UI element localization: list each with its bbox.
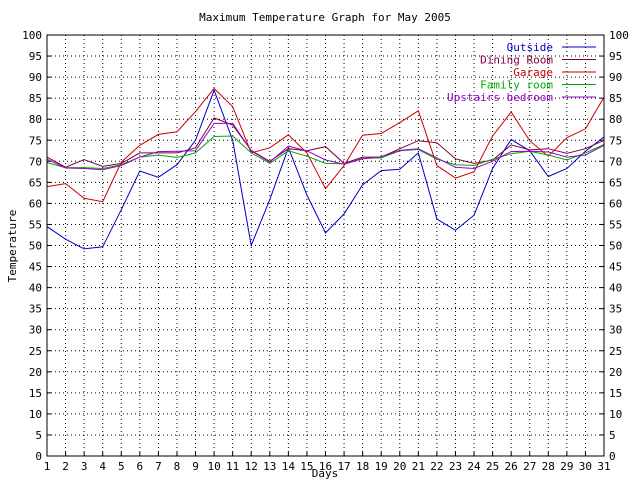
legend-label: Upstairs bedroom [447, 91, 553, 104]
y-tick-label: 55 [29, 218, 42, 231]
x-tick-label: 31 [597, 460, 610, 473]
x-tick-label: 29 [560, 460, 573, 473]
y-tick-label: 30 [29, 324, 42, 337]
y-tick-label: 15 [29, 387, 42, 400]
chart-title: Maximum Temperature Graph for May 2005 [199, 11, 451, 24]
y-tick-labels-right: 0 5 10 15 20 25 30 35 40 45 50 55 60 65 70 75 80 85 90 95 10… [609, 29, 629, 463]
x-tick-label: 20 [393, 460, 406, 473]
y-tick-label: 5 [35, 429, 42, 442]
y-tick-label: 95 [29, 50, 42, 63]
y-axis-label: Temperature [6, 210, 19, 283]
legend-label: Garage [513, 66, 553, 79]
legend-label: Outside [507, 41, 553, 54]
y-tick-label: 75 [609, 134, 622, 147]
x-tick-label: 16 [319, 460, 332, 473]
x-tick-label: 1 [44, 460, 51, 473]
series-line-upstairs-bedroom [46, 122, 605, 171]
y-tick-label: 65 [609, 176, 622, 189]
y-tick-label: 60 [609, 197, 622, 210]
y-tick-label: 80 [29, 113, 42, 126]
y-tick-label: 35 [29, 303, 42, 316]
legend-label: Family room [480, 79, 553, 92]
y-tick-label: 0 [35, 450, 42, 463]
y-tick-label: 0 [609, 450, 616, 463]
y-tick-label: 15 [609, 387, 622, 400]
x-tick-label: 14 [282, 460, 296, 473]
series-line-outside [46, 88, 605, 250]
y-tick-label: 5 [609, 429, 616, 442]
x-tick-label: 9 [192, 460, 199, 473]
y-tick-label: 90 [29, 71, 42, 84]
y-tick-label: 80 [609, 113, 622, 126]
y-tick-label: 30 [609, 324, 622, 337]
x-tick-label: 21 [412, 460, 425, 473]
x-tick-label: 8 [174, 460, 181, 473]
x-tick-label: 4 [99, 460, 106, 473]
y-tick-label: 25 [29, 345, 42, 358]
x-tick-label: 12 [245, 460, 258, 473]
series-line-dining-room [46, 117, 605, 168]
x-tick-label: 28 [542, 460, 555, 473]
x-tick-label: 18 [356, 460, 369, 473]
x-tick-label: 26 [505, 460, 518, 473]
x-tick-label: 13 [263, 460, 276, 473]
series-lines [46, 87, 605, 250]
x-tick-label: 25 [486, 460, 499, 473]
y-tick-label: 25 [609, 345, 622, 358]
y-tick-label: 45 [29, 261, 42, 274]
series-line-garage [46, 87, 605, 203]
x-tick-label: 17 [337, 460, 350, 473]
y-tick-label: 40 [29, 282, 42, 295]
x-tick-label: 27 [523, 460, 536, 473]
y-tick-label: 75 [29, 134, 42, 147]
y-tick-label: 85 [29, 92, 42, 105]
x-tick-label: 7 [155, 460, 162, 473]
y-tick-label: 55 [609, 218, 622, 231]
x-tick-label: 2 [62, 460, 69, 473]
y-tick-label: 100 [609, 29, 629, 42]
x-tick-label: 6 [137, 460, 144, 473]
y-tick-label: 40 [609, 282, 622, 295]
y-tick-label: 100 [22, 29, 42, 42]
x-tick-label: 10 [207, 460, 220, 473]
x-tick-label: 3 [81, 460, 88, 473]
y-tick-label: 10 [29, 408, 42, 421]
y-tick-label: 20 [609, 366, 622, 379]
y-tick-label: 35 [609, 303, 622, 316]
y-tick-label: 70 [29, 155, 42, 168]
y-tick-label: 65 [29, 176, 42, 189]
x-tick-label: 24 [467, 460, 481, 473]
x-tick-labels: 1 2 3 4 5 6 7 8 9 10 11 12 13 14 15 16 17 18 19 20 21 22 23 24 2… [44, 460, 611, 473]
series-line-family-room [46, 135, 605, 170]
y-tick-label: 50 [609, 240, 622, 253]
x-tick-label: 22 [430, 460, 443, 473]
y-tick-label: 10 [609, 408, 622, 421]
x-tick-label: 15 [300, 460, 313, 473]
y-tick-label: 90 [609, 71, 622, 84]
y-tick-label: 85 [609, 92, 622, 105]
y-tick-label: 70 [609, 155, 622, 168]
y-tick-label: 95 [609, 50, 622, 63]
x-tick-label: 23 [449, 460, 462, 473]
x-tick-label: 11 [226, 460, 239, 473]
y-tick-label: 50 [29, 240, 42, 253]
legend-label: Dining Room [480, 54, 553, 67]
x-tick-label: 30 [579, 460, 592, 473]
y-tick-label: 60 [29, 197, 42, 210]
x-tick-label: 5 [118, 460, 125, 473]
y-tick-label: 20 [29, 366, 42, 379]
x-axis-label: Days [312, 467, 339, 480]
plot-frame [46, 34, 605, 457]
y-tick-labels-left: 0 5 10 15 20 25 30 35 40 45 50 55 60 65 70 75 80 85 90 95 10… [22, 29, 42, 463]
x-tick-label: 19 [375, 460, 388, 473]
y-tick-label: 45 [609, 261, 622, 274]
